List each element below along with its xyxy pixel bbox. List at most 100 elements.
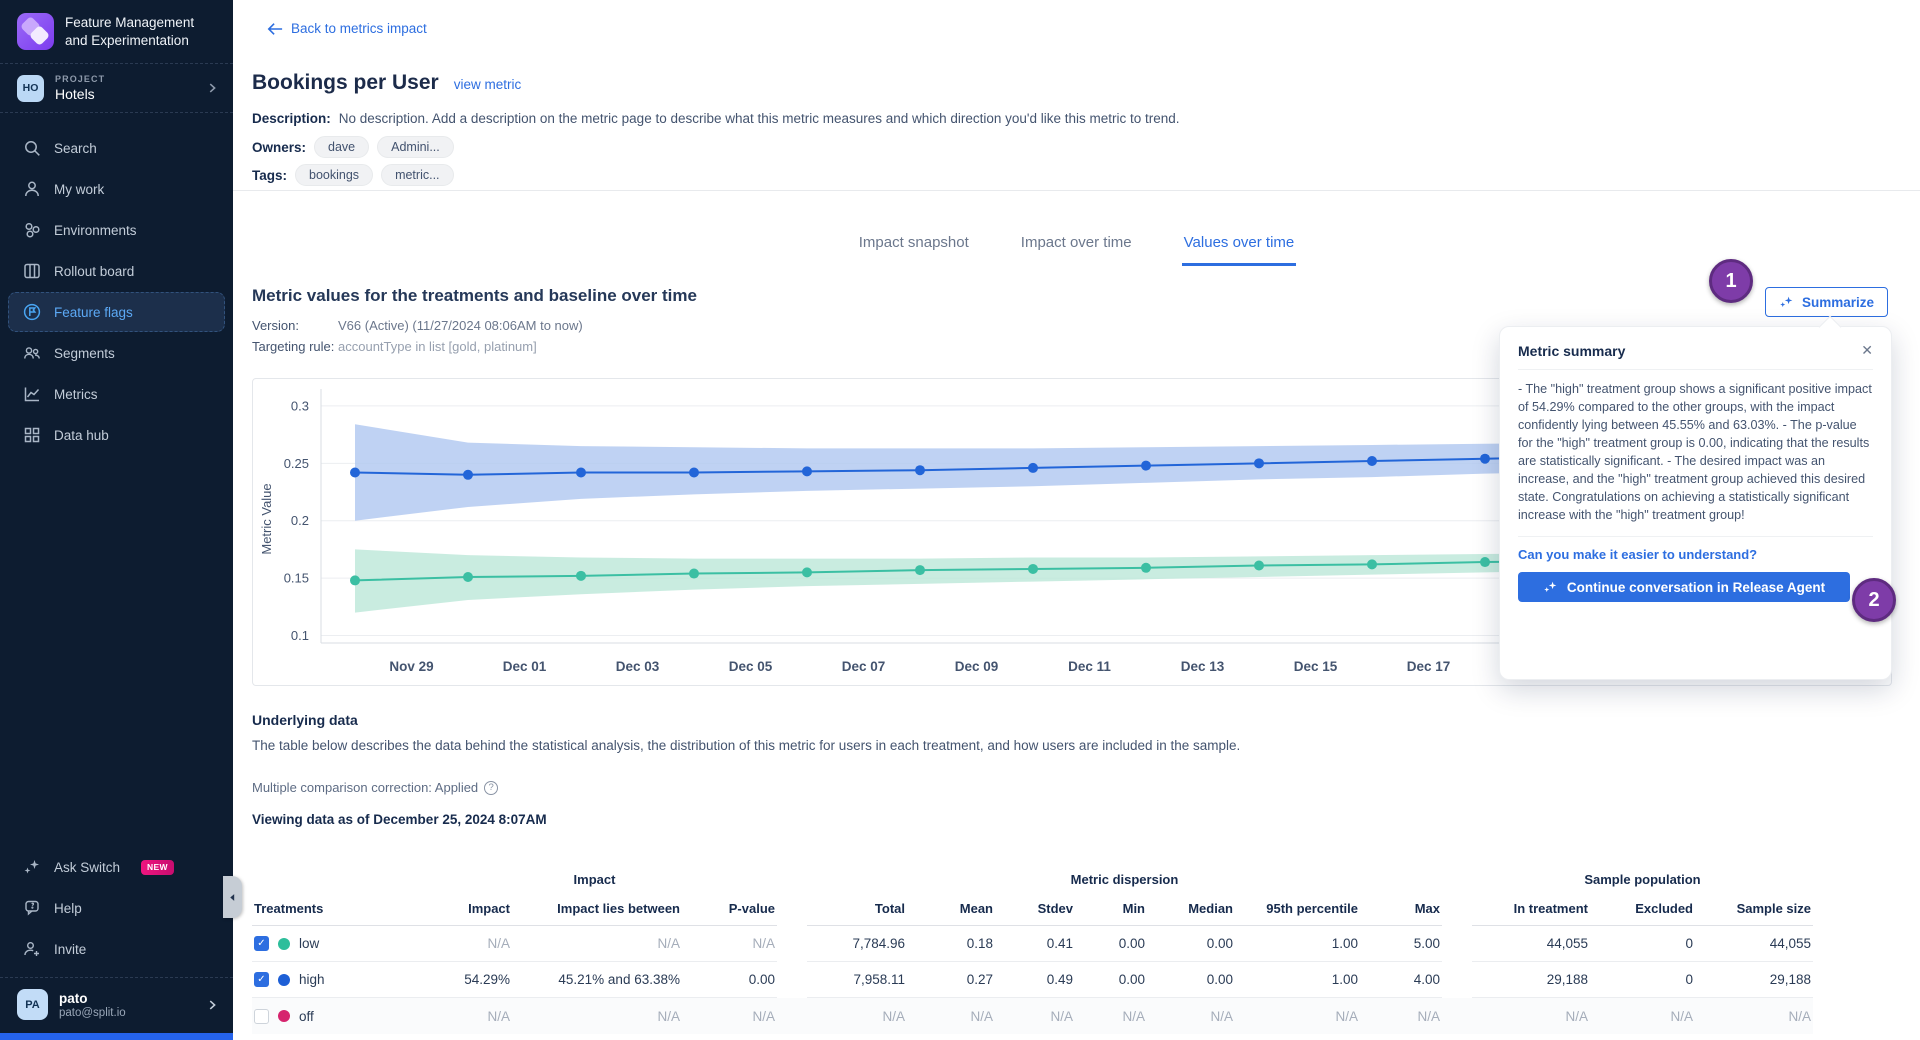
value-cell: 1.00 (1235, 926, 1360, 962)
column-gap (777, 892, 807, 926)
sidebar-item-help[interactable]: Help (8, 888, 225, 928)
svg-text:Dec 07: Dec 07 (842, 659, 886, 674)
value-cell: 54.29% (412, 962, 512, 998)
avatar: PA (17, 989, 48, 1020)
tab-impact-over-time[interactable]: Impact over time (1020, 234, 1132, 251)
treatment-cell: ✓ low (252, 926, 412, 962)
column-header: Total (807, 892, 907, 926)
value-cell: 7,784.96 (807, 926, 907, 962)
divider (0, 63, 233, 64)
value-cell: 0.49 (995, 962, 1075, 998)
value-cell: 0.41 (995, 926, 1075, 962)
value-cell: N/A (512, 926, 682, 962)
treatment-checkbox[interactable] (254, 1008, 269, 1024)
chevron-right-icon (209, 83, 216, 93)
treatment-cell: ✓ high (252, 962, 412, 998)
annotation-step-1: 1 (1709, 259, 1753, 303)
project-label: PROJECT (55, 74, 106, 84)
row-gap (777, 962, 807, 998)
value-cell: N/A (1147, 998, 1235, 1034)
tab-impact-snapshot[interactable]: Impact snapshot (858, 234, 969, 251)
svg-text:0.25: 0.25 (284, 456, 309, 471)
divider (0, 112, 233, 113)
value-cell: 4.00 (1360, 962, 1442, 998)
tags-line: Tags: bookings metric... (252, 164, 454, 186)
split-logo-icon (17, 13, 54, 50)
group-header: Metric dispersion (1070, 871, 1179, 887)
sidebar-item-my-work[interactable]: My work (8, 169, 225, 209)
search-icon (25, 141, 40, 156)
value-cell: N/A (682, 926, 777, 962)
treatment-checkbox[interactable]: ✓ (254, 936, 269, 951)
viewing-data-line: Viewing data as of December 25, 2024 8:0… (252, 812, 547, 827)
environments-icon (25, 222, 40, 238)
sparkles-icon (24, 860, 39, 874)
value-cell: 1.00 (1235, 962, 1360, 998)
easier-to-understand-link[interactable]: Can you make it easier to understand? (1518, 547, 1758, 562)
value-cell: N/A (1360, 998, 1442, 1034)
people-icon (24, 347, 40, 359)
owners-line: Owners: dave Admini... (252, 136, 454, 158)
summarize-button[interactable]: Summarize (1765, 287, 1889, 317)
sidebar: Feature Management and Experimentation H… (0, 0, 233, 1040)
column-header: Impact lies between (512, 892, 682, 926)
column-header: 95th percentile (1235, 892, 1360, 926)
back-link[interactable]: Back to metrics impact (267, 21, 427, 36)
sidebar-nav: Search My work Environments Rollout boar… (0, 113, 233, 456)
row-gap (1442, 962, 1472, 998)
treatment-color-dot (278, 1010, 290, 1022)
sidebar-item-segments[interactable]: Segments (8, 333, 225, 373)
column-header: Min (1075, 892, 1147, 926)
flag-icon (23, 303, 41, 321)
svg-text:Dec 01: Dec 01 (503, 659, 547, 674)
sidebar-bottom: Ask Switch NEW Help Invite PA pato pato@… (0, 846, 233, 1040)
targeting-line: Targeting rule: accountType in list [gol… (252, 339, 537, 354)
value-cell: 0 (1590, 962, 1695, 998)
view-metric-link[interactable]: view metric (453, 77, 522, 92)
value-cell: 0.27 (907, 962, 995, 998)
project-name: Hotels (55, 86, 95, 102)
user-name: pato (59, 990, 88, 1006)
description-line: Description: No description. Add a descr… (252, 111, 1180, 126)
sidebar-item-metrics[interactable]: Metrics (8, 374, 225, 414)
value-cell: 0.00 (1075, 962, 1147, 998)
value-cell: N/A (1695, 998, 1813, 1034)
info-icon[interactable]: ? (484, 780, 499, 795)
project-badge: HO (17, 74, 44, 102)
annotation-step-2: 2 (1852, 578, 1896, 622)
tab-values-over-time[interactable]: Values over time (1181, 228, 1297, 266)
value-cell: N/A (807, 998, 907, 1034)
project-selector[interactable]: HO PROJECT Hotels (0, 64, 233, 112)
chevron-left-icon (230, 893, 235, 901)
svg-text:0.2: 0.2 (291, 513, 309, 528)
column-header: Max (1360, 892, 1442, 926)
sidebar-item-invite[interactable]: Invite (8, 929, 225, 969)
sidebar-item-search[interactable]: Search (8, 128, 225, 168)
divider (233, 190, 1920, 191)
user-menu[interactable]: PA pato pato@split.io (0, 977, 233, 1033)
treatment-cell: off (252, 998, 412, 1034)
row-gap (1442, 998, 1472, 1034)
sidebar-item-ask-switch[interactable]: Ask Switch NEW (8, 847, 225, 887)
svg-text:Dec 17: Dec 17 (1407, 659, 1451, 674)
treatment-name: off (299, 1008, 314, 1024)
sidebar-item-data-hub[interactable]: Data hub (8, 415, 225, 455)
panel-caret (1818, 315, 1842, 339)
svg-text:0.3: 0.3 (291, 398, 309, 413)
sidebar-item-rollout-board[interactable]: Rollout board (8, 251, 225, 291)
sidebar-item-environments[interactable]: Environments (8, 210, 225, 250)
group-gap (1442, 866, 1472, 892)
section-title: Metric values for the treatments and bas… (252, 286, 697, 305)
underlying-data-description: The table below describes the data behin… (252, 738, 1241, 753)
group-gap (777, 866, 807, 892)
sidebar-item-feature-flags[interactable]: Feature flags (8, 292, 225, 332)
continue-conversation-button[interactable]: Continue conversation in Release Agent (1518, 572, 1850, 602)
column-header: Impact (412, 892, 512, 926)
sparkles-icon (1780, 296, 1793, 307)
sidebar-collapse-handle[interactable] (223, 876, 242, 918)
svg-text:0.15: 0.15 (284, 571, 309, 586)
close-icon[interactable]: ✕ (1861, 342, 1873, 358)
page-title: Bookings per User (252, 71, 439, 94)
treatment-checkbox[interactable]: ✓ (254, 972, 269, 987)
svg-text:0.1: 0.1 (291, 628, 309, 643)
